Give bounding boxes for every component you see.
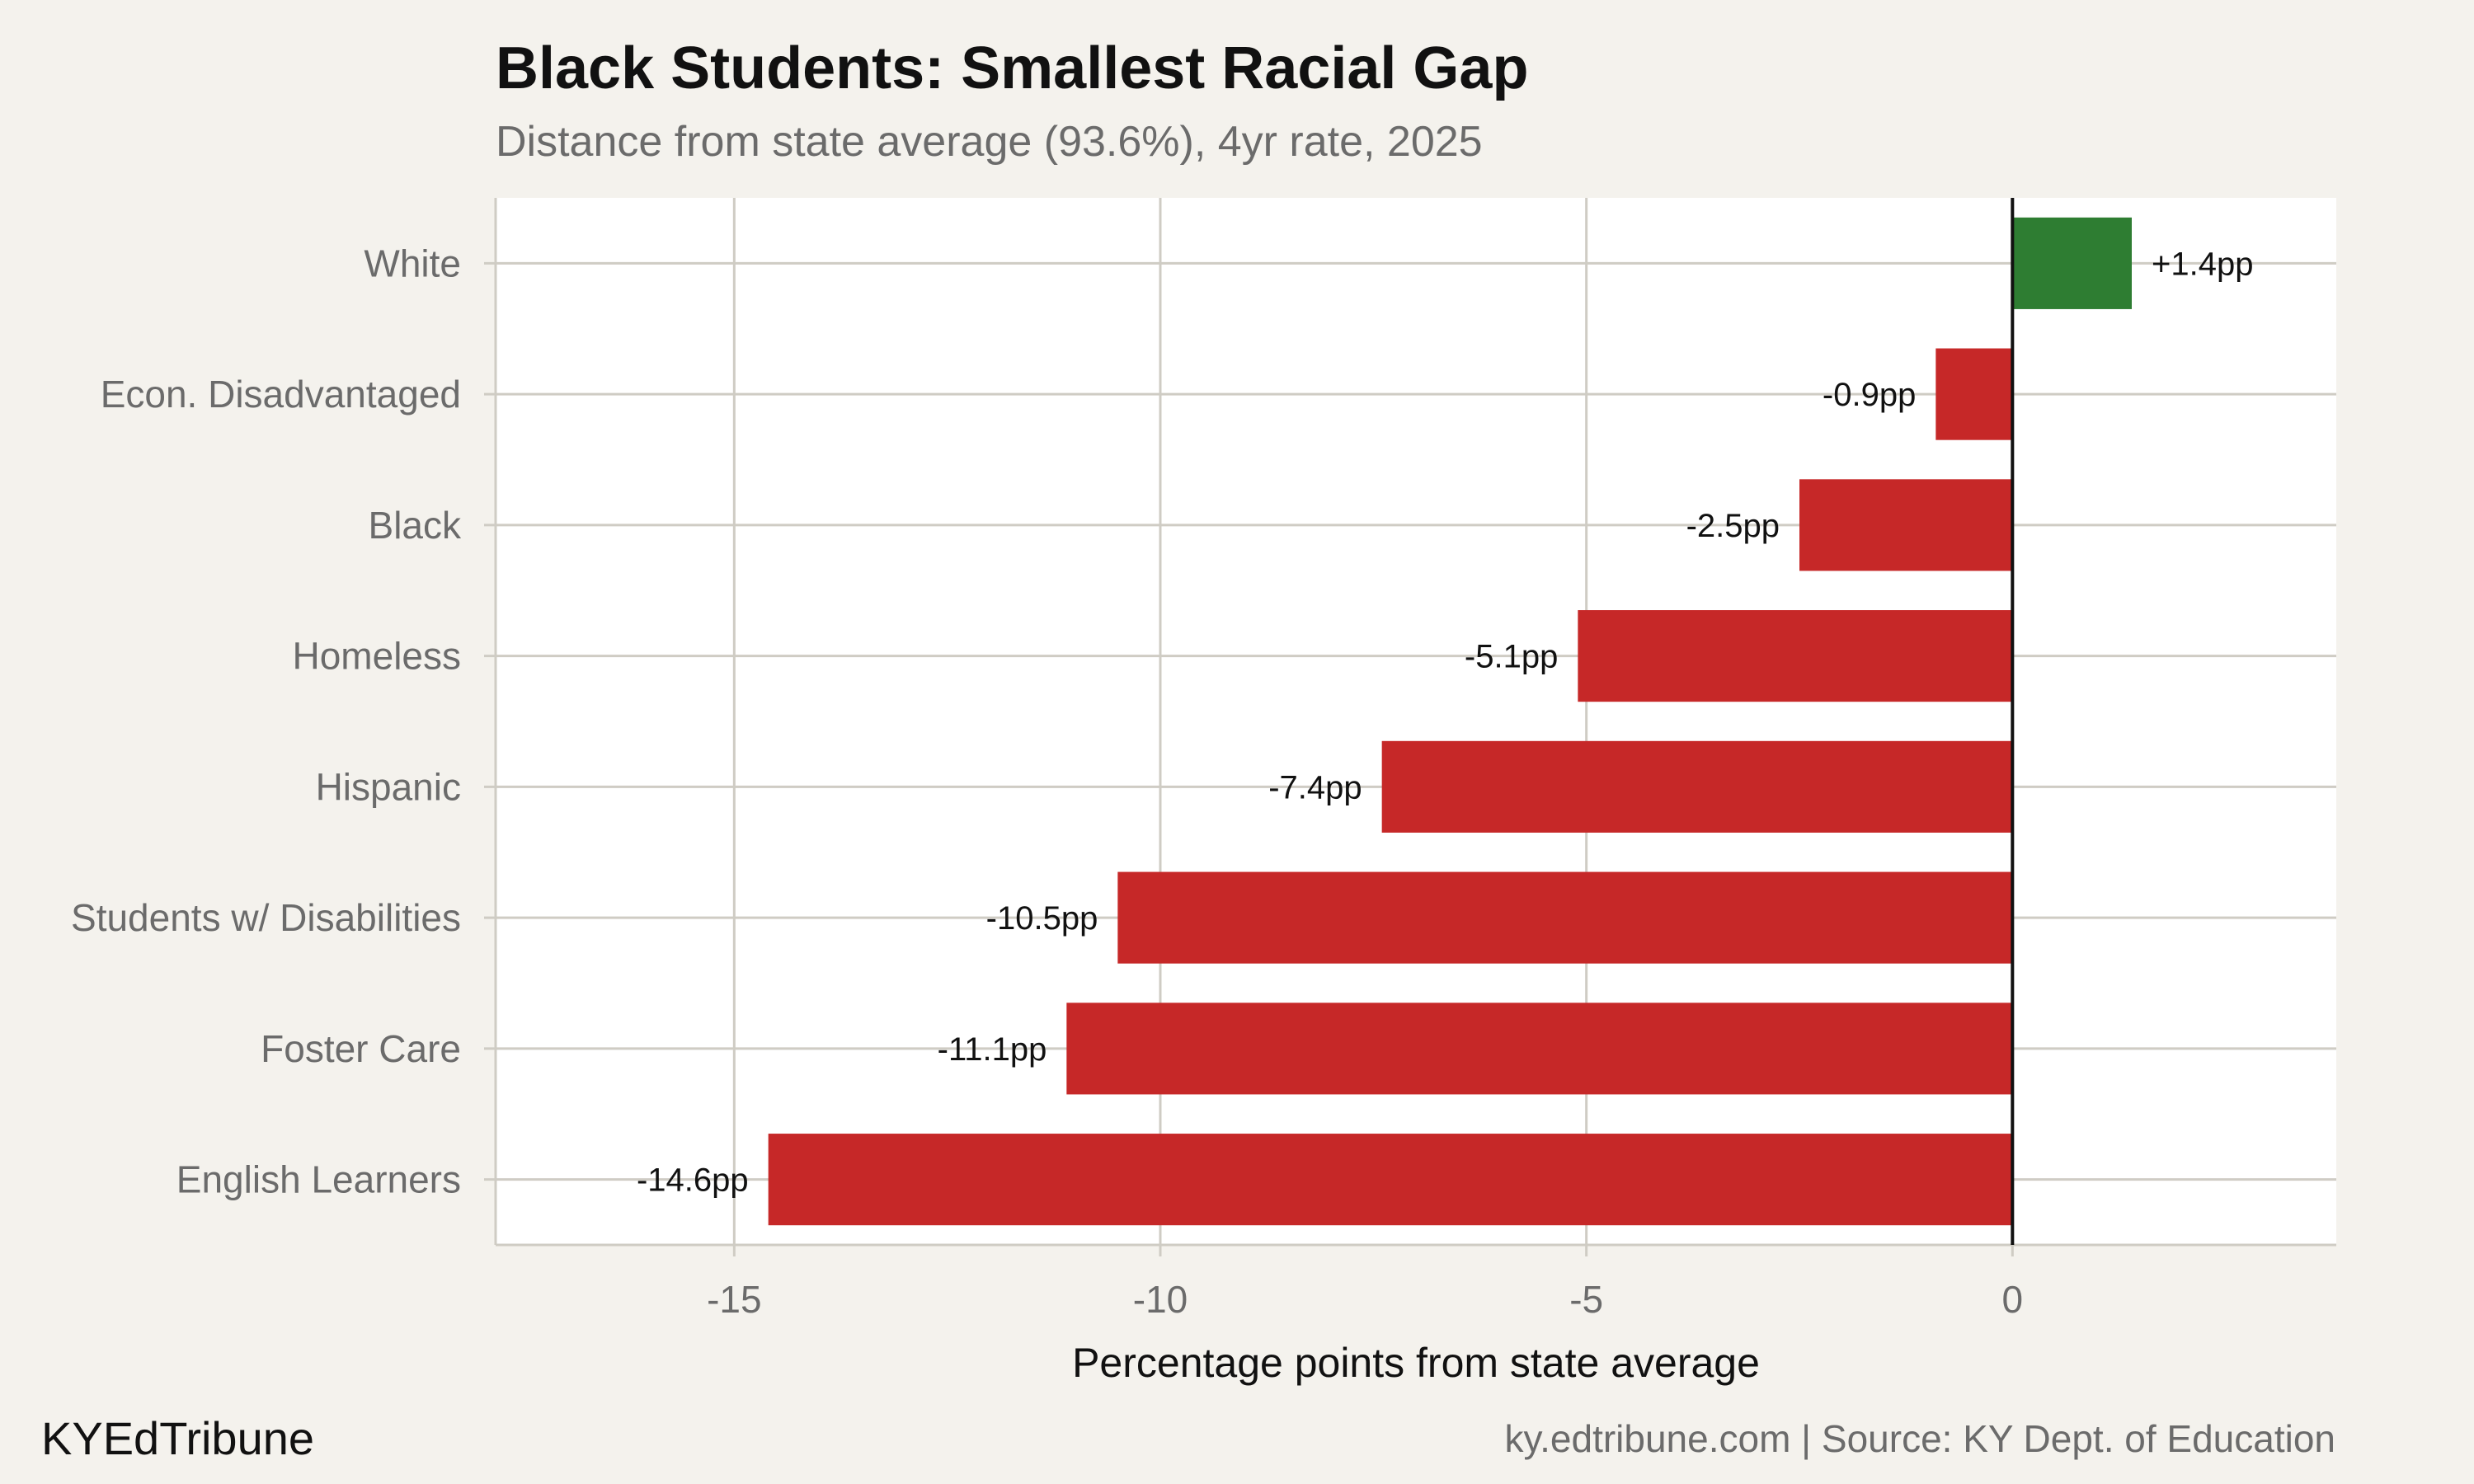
data-label: -5.1pp: [1465, 639, 1558, 675]
x-axis-label: Percentage points from state average: [1072, 1340, 1760, 1386]
x-tick-label: -15: [707, 1278, 761, 1321]
bar: [1799, 479, 2013, 571]
bar: [1066, 1003, 2013, 1095]
data-label: -0.9pp: [1823, 377, 1916, 413]
bar: [1117, 871, 2013, 964]
category-label: Econ. Disadvantaged: [101, 373, 461, 416]
category-label: Homeless: [292, 635, 461, 678]
chart-subtitle: Distance from state average (93.6%), 4yr…: [496, 118, 1483, 166]
brand-logo-text: KYEdTribune: [41, 1412, 314, 1464]
axis-ticks: [484, 198, 2336, 1256]
bars: [768, 217, 2132, 1226]
bar: [1935, 348, 2013, 440]
bar: [2012, 217, 2132, 309]
data-label: -7.4pp: [1268, 769, 1362, 805]
x-tick-label: -10: [1133, 1278, 1188, 1321]
chart-title: Black Students: Smallest Racial Gap: [496, 35, 1529, 101]
data-label: -11.1pp: [938, 1031, 1047, 1068]
x-tick-labels: -15 -10 -5 0: [707, 1278, 2023, 1321]
source-note: ky.edtribune.com | Source: KY Dept. of E…: [1504, 1417, 2335, 1460]
category-label: Black: [369, 504, 462, 547]
category-label: Hispanic: [316, 765, 461, 808]
data-label: -14.6pp: [637, 1162, 749, 1199]
data-label: -10.5pp: [986, 900, 1098, 937]
bar: [768, 1134, 2013, 1226]
category-label: White: [364, 242, 461, 284]
x-tick-label: -5: [1569, 1278, 1603, 1321]
category-label: Students w/ Disabilities: [71, 896, 461, 939]
x-tick-label: 0: [2002, 1278, 2024, 1321]
category-label: English Learners: [176, 1158, 461, 1201]
data-label: +1.4pp: [2152, 246, 2253, 282]
bar: [1381, 740, 2013, 833]
category-label: Foster Care: [261, 1027, 461, 1070]
bar: [1578, 610, 2013, 702]
data-labels: +1.4pp -0.9pp -2.5pp -5.1pp -7.4pp -10.5pp -11…: [637, 246, 2253, 1198]
category-labels: White Econ. Disadvantaged Black Homeless His…: [71, 242, 462, 1200]
data-label: -2.5pp: [1686, 508, 1780, 544]
